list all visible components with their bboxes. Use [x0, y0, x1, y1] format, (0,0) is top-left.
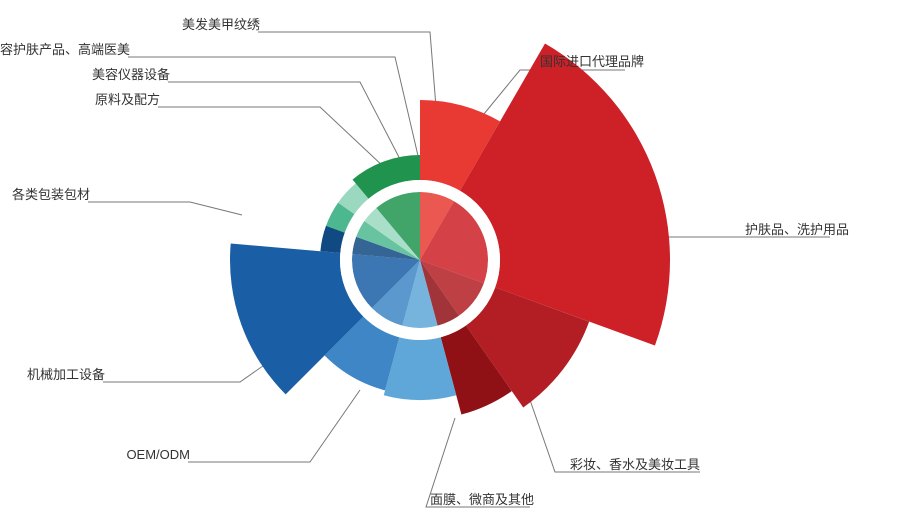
slice-label: 国际进口代理品牌 — [540, 54, 644, 70]
leader-7 — [158, 107, 385, 168]
polar-area-chart: 国际进口代理品牌护肤品、洗护用品彩妆、香水及美妆工具面膜、微商及其他 OEM/OD… — [0, 0, 900, 530]
slice-label: 各类包装包材 — [12, 187, 90, 203]
slice-label: 面膜、微商及其他 — [430, 492, 534, 508]
slice-label: 专业美容护肤产品、高端医美 — [0, 42, 130, 58]
slice-label: OEM/ODM — [126, 447, 190, 463]
leader-4 — [188, 390, 360, 462]
leader-9 — [128, 57, 419, 160]
slice-label: 彩妆、香水及美妆工具 — [570, 457, 700, 473]
leader-6 — [88, 202, 242, 215]
slice-label: 美发美甲纹绣 — [182, 17, 260, 33]
slice-label: 原料及配方 — [95, 92, 160, 108]
slice-label: 护肤品、洗护用品 — [745, 222, 849, 238]
slice-label: 机械加工设备 — [27, 367, 105, 383]
leader-10 — [258, 32, 440, 157]
slice-label: 美容仪器设备 — [92, 67, 170, 83]
